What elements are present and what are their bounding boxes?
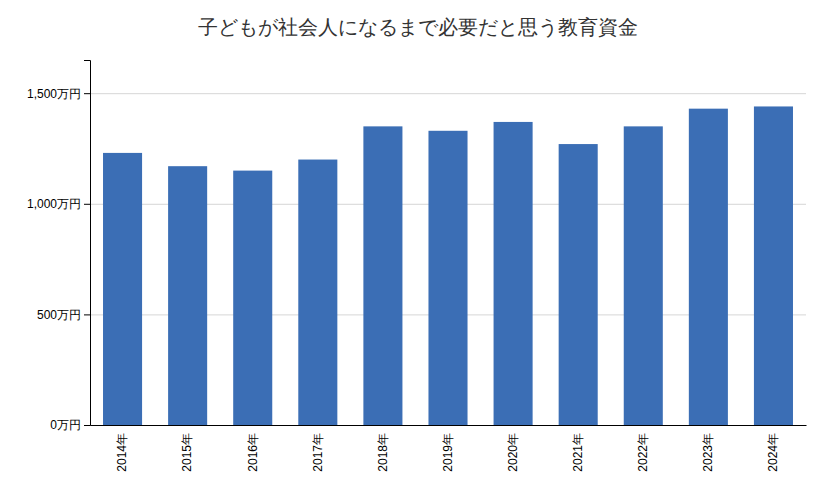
bar (689, 109, 728, 425)
x-tick: 2019年 (441, 433, 455, 472)
x-tick: 2023年 (701, 433, 715, 472)
grid (90, 94, 806, 426)
x-tick-label: 2022年 (636, 433, 650, 472)
y-tick-label: 1,000万円 (27, 197, 81, 211)
y-tick-label: 0万円 (50, 418, 81, 432)
chart-container: 0万円500万円1,000万円1,500万円2014年2015年2016年201… (0, 0, 836, 500)
x-axis: 2014年 2015年 2016年 2017年 2018年 2019年 2020年 2021年… (91, 426, 807, 472)
bar (559, 144, 598, 425)
y-tick-mark (84, 93, 90, 94)
chart-svg: 0万円500万円1,000万円1,500万円2014年2015年2016年201… (0, 0, 836, 500)
x-tick: 2014年 (115, 433, 129, 472)
x-tick: 2024年 (766, 433, 780, 472)
y-tick-mark (84, 204, 90, 205)
x-tick-label: 2016年 (246, 433, 260, 472)
x-tick: 2015年 (180, 433, 194, 472)
x-tick: 2021年 (571, 433, 585, 472)
bar (363, 126, 402, 425)
x-tick-label: 2023年 (701, 433, 715, 472)
grid-line (90, 425, 806, 426)
x-tick-label: 2021年 (571, 433, 585, 472)
x-tick-label: 2015年 (180, 433, 194, 472)
x-tick: 2018年 (376, 433, 390, 472)
y-tick: 1,500万円 (27, 87, 90, 101)
y-tick-label: 500万円 (37, 308, 81, 322)
title: 子どもが社会人になるまで必要だと思う教育資金 (198, 15, 638, 39)
y-tick: 0万円 (50, 418, 90, 432)
y-tick: 500万円 (37, 308, 90, 322)
bars (103, 106, 793, 425)
y-axis: 0万円 500万円 1,000万円 1,500万円 (27, 61, 91, 433)
x-axis-line (91, 425, 807, 426)
x-tick-label: 2018年 (376, 433, 390, 472)
grid-tick (90, 425, 806, 426)
y-tick-mark (84, 425, 90, 426)
bar (624, 126, 663, 425)
x-tick-label: 2014年 (115, 433, 129, 472)
bar (298, 160, 337, 425)
x-tick: 2016年 (246, 433, 260, 472)
bar (494, 122, 533, 425)
y-tick-label: 1,500万円 (27, 87, 81, 101)
y-tick: 1,000万円 (27, 197, 90, 211)
x-tick-label: 2019年 (441, 433, 455, 472)
grid-tick (90, 93, 806, 94)
x-tick-label: 2024年 (766, 433, 780, 472)
x-tick-label: 2017年 (311, 433, 325, 472)
x-tick-label: 2020年 (506, 433, 520, 472)
y-tick-mark (84, 314, 90, 315)
y-axis-line (84, 61, 91, 426)
bar (233, 171, 272, 425)
plot-area: 0万円500万円1,000万円1,500万円2014年2015年2016年201… (27, 61, 807, 472)
bar (103, 153, 142, 425)
x-tick: 2017年 (311, 433, 325, 472)
grid-line (90, 93, 806, 94)
bar (428, 131, 467, 425)
x-tick: 2022年 (636, 433, 650, 472)
bar (754, 106, 793, 425)
x-tick: 2020年 (506, 433, 520, 472)
bar (168, 166, 207, 425)
